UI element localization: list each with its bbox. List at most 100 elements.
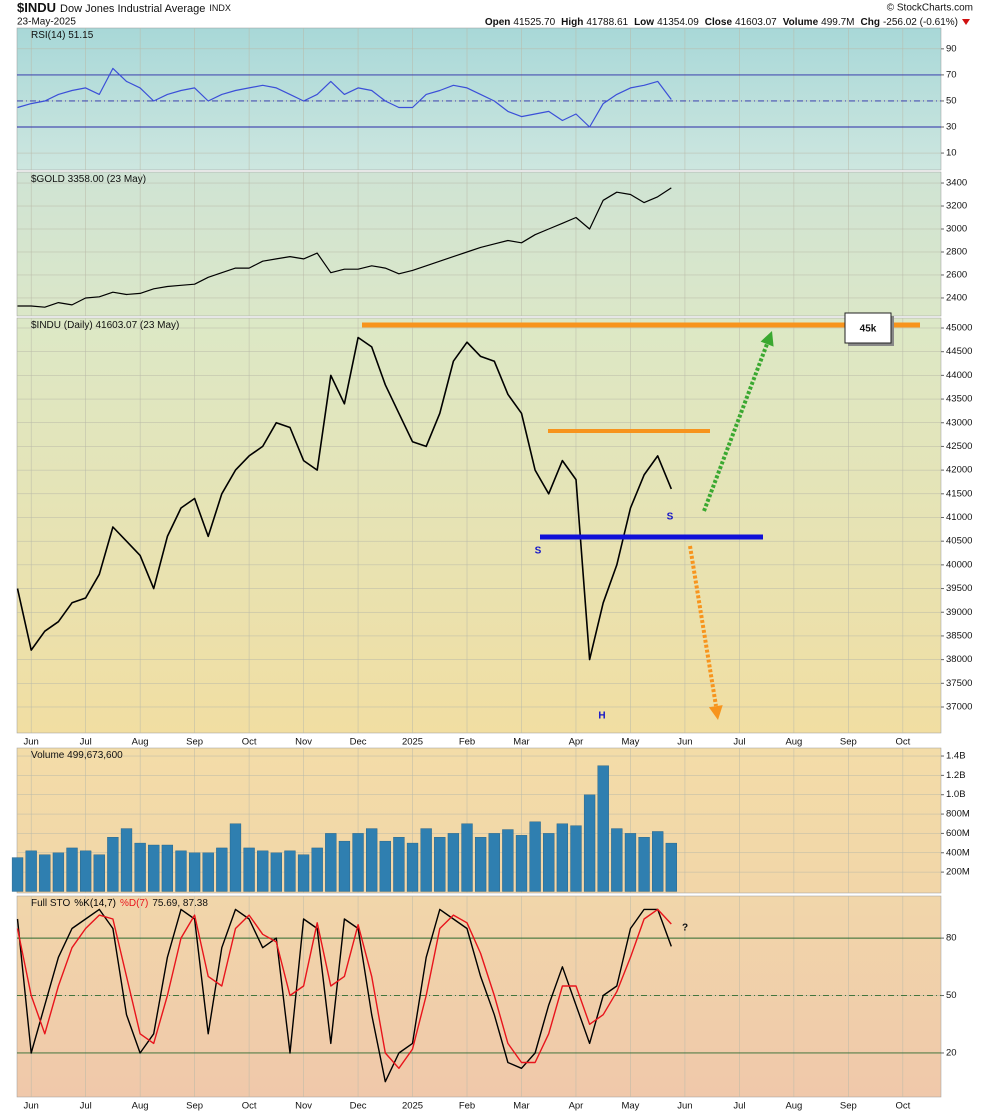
volume-bar xyxy=(93,854,105,892)
y-tick-label: 1.4B xyxy=(946,751,966,762)
quote-label: Volume xyxy=(783,17,819,28)
panel-title-text: $GOLD 3358.00 (23 May) xyxy=(31,174,146,185)
x-tick-label: Sep xyxy=(840,1101,857,1112)
quote-value: 41354.09 xyxy=(657,17,699,28)
panel-gold xyxy=(16,171,942,317)
quote-label: Open xyxy=(485,17,511,28)
x-tick-label: Oct xyxy=(242,1101,257,1112)
quote-value: 41525.70 xyxy=(513,17,555,28)
panel-rsi xyxy=(16,27,942,171)
volume-bar xyxy=(638,837,650,892)
y-tick-label: 43000 xyxy=(946,417,972,428)
x-tick-label: Mar xyxy=(513,1101,529,1112)
line xyxy=(16,336,673,661)
y-tick-label: 400M xyxy=(946,847,970,858)
volume-bar xyxy=(216,847,228,892)
volume-bar xyxy=(352,833,364,892)
y-tick-label: 600M xyxy=(946,828,970,839)
volume-bar xyxy=(284,850,296,892)
y-tick-label: 800M xyxy=(946,809,970,820)
volume-bar xyxy=(406,842,419,892)
panel-title-text: $INDU (Daily) 41603.07 (23 May) xyxy=(31,320,179,331)
x-tick-label: Jun xyxy=(24,737,39,748)
y-tick-label: 38000 xyxy=(946,654,972,665)
exchange: INDX xyxy=(209,3,231,13)
left-shoulder: S xyxy=(535,546,542,557)
up-arrow-head xyxy=(760,331,774,347)
volume-bar xyxy=(529,821,541,892)
x-tick-label: Nov xyxy=(295,1101,312,1112)
volume-bar xyxy=(25,850,37,892)
y-tick-label: 40500 xyxy=(946,536,972,547)
volume-bar xyxy=(11,857,24,892)
name: Dow Jones Industrial Average xyxy=(60,3,205,15)
y-tick-label: 90 xyxy=(946,43,957,54)
y-tick-label: 44500 xyxy=(946,346,972,357)
legend-entry: %D(7) xyxy=(120,898,148,909)
volume-bar xyxy=(597,765,609,892)
quote-label: Chg xyxy=(861,17,880,28)
volume-bar xyxy=(583,794,596,892)
credit: © StockCharts.com xyxy=(887,3,973,14)
plots: 90 70 50 30 10 RSI(14) 51.15 3400 3200 3000 2800 2… xyxy=(11,28,972,1112)
y-tick-label: 1.0B xyxy=(946,789,966,800)
panel-title-text: Full STO xyxy=(31,898,70,909)
panel-sto xyxy=(16,895,942,1098)
x-tick-label: Oct xyxy=(242,737,257,748)
x-tick-label: Aug xyxy=(132,737,149,748)
x-tick-label: Jul xyxy=(80,737,92,748)
x-tick-label: Sep xyxy=(186,1101,203,1112)
volume-bar xyxy=(134,842,146,892)
x-tick-label: Aug xyxy=(785,1101,802,1112)
x-tick-label: Dec xyxy=(350,1101,367,1112)
volume-bar xyxy=(311,847,323,892)
x-tick-label: Jul xyxy=(733,737,745,748)
y-tick-label: 2400 xyxy=(946,292,967,303)
volume-bar xyxy=(120,828,133,892)
volume-bar xyxy=(447,833,460,892)
volume-bar xyxy=(79,850,92,892)
x-tick-label: Jun xyxy=(677,1101,692,1112)
header-title: $INDU Dow Jones Industrial Average INDX xyxy=(17,0,231,15)
x-tick-label: Aug xyxy=(785,737,802,748)
quote-value: 499.7M xyxy=(821,17,854,28)
y-tick-label: 43500 xyxy=(946,394,972,405)
volume-bar xyxy=(502,829,514,892)
x-tick-label: Nov xyxy=(295,737,312,748)
y-tick-label: 2600 xyxy=(946,269,967,280)
x-tick-label: Jul xyxy=(80,1101,92,1112)
volume-bar xyxy=(434,837,446,892)
panel-title: Full STO %K(14,7) %D(7) 75.69, 87.38 xyxy=(31,898,208,909)
volume-bar xyxy=(379,840,391,892)
x-tick-label: Mar xyxy=(513,737,529,748)
volume-bar xyxy=(202,852,214,892)
y-tick-label: 80 xyxy=(946,933,957,944)
panel-title: $GOLD 3358.00 (23 May) xyxy=(31,174,146,185)
series-line xyxy=(16,908,672,1069)
volume-bar xyxy=(488,833,500,892)
volume-bar xyxy=(229,823,242,892)
x-tick-label: May xyxy=(621,1101,639,1112)
x-tick-label: 2025 xyxy=(402,737,423,748)
x-tick-label: Dec xyxy=(350,737,367,748)
annotations: 45k S S H ? xyxy=(362,312,920,934)
y-tick-label: 1.2B xyxy=(946,770,966,781)
y-tick-label: 50 xyxy=(946,990,957,1001)
panel-title-text: Volume 499,673,600 xyxy=(31,750,123,761)
y-tick-label: 44000 xyxy=(946,370,972,381)
volume-bar xyxy=(420,828,432,892)
y-tick-label: 3400 xyxy=(946,178,967,189)
down-arrow xyxy=(962,19,970,25)
quote-value: -256.02 (-0.61%) xyxy=(883,17,958,28)
y-tick-label: 41000 xyxy=(946,512,972,523)
volume-bar xyxy=(393,837,405,892)
volume-bar xyxy=(243,847,255,892)
volume-bar xyxy=(39,854,51,892)
volume-bar xyxy=(161,844,174,892)
legend-entry: %K(14,7) xyxy=(74,898,116,909)
x-tick-label: Apr xyxy=(569,737,584,748)
volume-bar xyxy=(652,831,664,892)
y-tick-label: 30 xyxy=(946,122,957,133)
x-tick-label: Aug xyxy=(132,1101,149,1112)
